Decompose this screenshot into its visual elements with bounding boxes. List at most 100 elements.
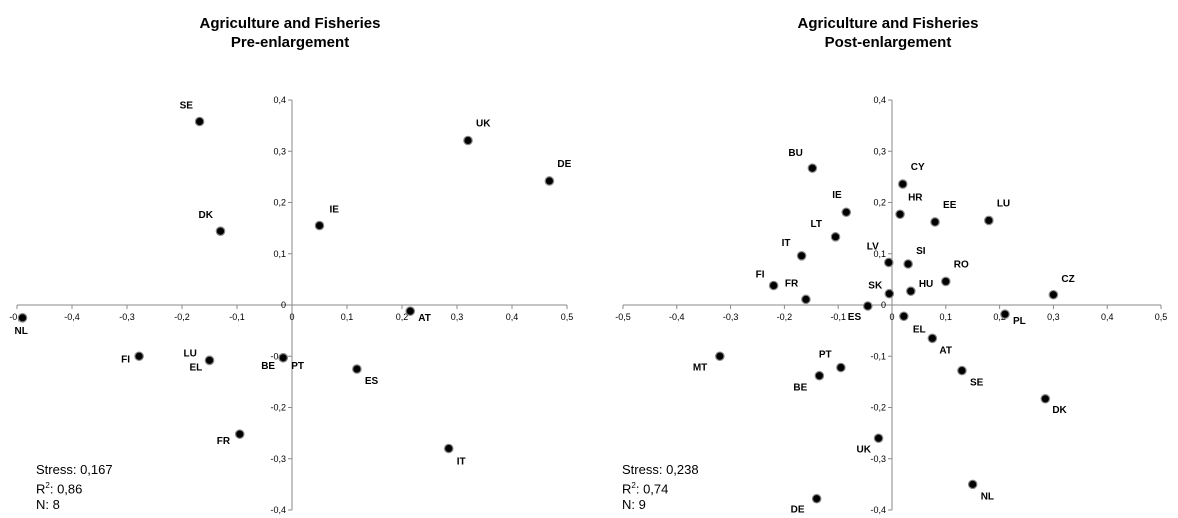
y-tick-label: 0,3 bbox=[873, 146, 886, 156]
data-label-fr: FR bbox=[785, 278, 799, 289]
data-label-ee: EE bbox=[943, 200, 957, 211]
n-value: N: 8 bbox=[36, 497, 60, 513]
data-label-dk: DK bbox=[199, 210, 214, 221]
data-label-se: SE bbox=[970, 378, 984, 389]
x-tick-label: 0,2 bbox=[993, 312, 1006, 322]
data-point-fr bbox=[234, 429, 245, 439]
data-label-at: AT bbox=[939, 345, 952, 356]
r-squared-line: R2: 0,86 bbox=[36, 478, 113, 497]
data-label-pt: PT bbox=[819, 350, 832, 361]
r-squared-superscript: 2 bbox=[631, 481, 636, 490]
data-point-es bbox=[862, 301, 873, 311]
data-label-it: IT bbox=[782, 238, 791, 249]
r-squared-label: R bbox=[622, 481, 632, 497]
chart-title: Agriculture and Fisheries Pre-enlargemen… bbox=[0, 14, 580, 52]
data-point-at bbox=[927, 333, 938, 344]
data-label-es: ES bbox=[848, 312, 862, 323]
data-point-be bbox=[814, 370, 825, 381]
x-tick-label: 0 bbox=[889, 312, 894, 322]
data-point-fi bbox=[768, 280, 779, 291]
data-point-pt bbox=[278, 352, 288, 363]
data-point-ie bbox=[841, 207, 852, 218]
y-tick-label: -0,4 bbox=[270, 505, 286, 515]
fit-statistics: Stress: 0,238 R2: 0,74 N: 9 bbox=[622, 462, 699, 513]
data-label-fi: FI bbox=[756, 270, 765, 281]
data-label-nl: NL bbox=[15, 326, 28, 337]
data-label-fr: FR bbox=[217, 436, 231, 447]
data-point-de bbox=[811, 493, 822, 504]
data-label-be: BE bbox=[261, 361, 275, 372]
x-tick-label: -0,5 bbox=[615, 312, 631, 322]
data-point-cz bbox=[1048, 289, 1059, 300]
data-label-si: SI bbox=[916, 246, 926, 257]
data-label-cz: CZ bbox=[1061, 274, 1074, 285]
stress-value: Stress: 0,238 bbox=[622, 462, 699, 477]
data-point-es bbox=[352, 364, 362, 374]
y-tick-label: -0,2 bbox=[270, 403, 286, 413]
x-tick-label: -0,1 bbox=[830, 312, 846, 322]
data-label-ie: IE bbox=[330, 205, 340, 216]
data-point-uk bbox=[873, 433, 884, 444]
data-point-fr bbox=[801, 294, 811, 305]
x-tick-label: 0,3 bbox=[451, 312, 464, 322]
data-label-pt: PT bbox=[291, 361, 304, 372]
data-point-uk bbox=[463, 135, 473, 146]
data-label-lu: LU bbox=[184, 348, 197, 359]
r-squared-line: R2: 0,74 bbox=[622, 478, 699, 497]
data-label-el: EL bbox=[913, 324, 926, 335]
scatter-plot-post-enlargement: -0,5 -0,4 -0,3 -0,2 -0,1 0 0,1 0,2 0,3 0,4 0,5 -0,4… bbox=[615, 95, 1167, 516]
data-point-ro bbox=[940, 276, 951, 287]
data-label-hu: HU bbox=[919, 279, 933, 290]
data-point-ee bbox=[930, 217, 940, 227]
y-tick-label: 0 bbox=[281, 300, 286, 310]
chart-panel-pre-enlargement: Agriculture and Fisheries Pre-enlargemen… bbox=[0, 0, 580, 518]
x-tick-label: -0,4 bbox=[669, 312, 685, 322]
y-tick-label: 0,4 bbox=[873, 95, 886, 105]
data-point-lu bbox=[984, 215, 994, 226]
y-tick-label: -0,1 bbox=[870, 351, 886, 361]
data-label-it: IT bbox=[457, 457, 466, 468]
data-point-si bbox=[903, 259, 913, 269]
chart-title: Agriculture and Fisheries Post-enlargeme… bbox=[598, 14, 1178, 52]
data-label-el: EL bbox=[190, 362, 203, 373]
n-value: N: 9 bbox=[622, 497, 646, 513]
x-tick-label: 0,4 bbox=[1101, 312, 1114, 322]
y-tick-label: -0,4 bbox=[870, 505, 886, 515]
fit-statistics: Stress: 0,167 R2: 0,86 N: 8 bbox=[36, 462, 113, 513]
x-tick-label: -0,2 bbox=[174, 312, 190, 322]
data-label-de: DE bbox=[791, 505, 805, 516]
x-tick-label: -0,3 bbox=[119, 312, 135, 322]
y-tick-label: 0,1 bbox=[873, 249, 886, 259]
data-label-be: BE bbox=[793, 383, 807, 394]
data-point-hu bbox=[906, 286, 916, 296]
x-tick-label: 0 bbox=[289, 312, 294, 322]
data-point-lv bbox=[883, 257, 894, 268]
y-tick-label: -0,1 bbox=[270, 351, 286, 361]
data-point-el bbox=[899, 311, 909, 322]
data-label-sk: SK bbox=[868, 281, 883, 292]
data-label-fi: FI bbox=[121, 354, 130, 365]
data-point-ie bbox=[314, 220, 325, 231]
stress-value: Stress: 0,167 bbox=[36, 462, 113, 477]
data-label-nl: NL bbox=[981, 491, 994, 502]
x-tick-label: -0,1 bbox=[229, 312, 245, 322]
data-point-fi bbox=[134, 351, 144, 362]
y-tick-label: 0,1 bbox=[273, 249, 286, 259]
data-label-lt: LT bbox=[811, 219, 822, 230]
y-tick-label: 0,2 bbox=[273, 198, 286, 208]
data-point-it bbox=[443, 443, 454, 454]
data-point-dk bbox=[215, 226, 226, 236]
chart-subtitle: Post-enlargement bbox=[824, 34, 952, 51]
r-squared-label: R bbox=[36, 481, 46, 497]
y-tick-label: 0,4 bbox=[273, 95, 286, 105]
data-point-mt bbox=[715, 351, 725, 362]
data-label-hr: HR bbox=[908, 192, 923, 203]
data-point-nl bbox=[17, 313, 28, 323]
x-tick-label: 0,2 bbox=[396, 312, 409, 322]
x-tick-label: -0,3 bbox=[723, 312, 739, 322]
x-tick-label: 0,3 bbox=[1047, 312, 1060, 322]
chart-panel-post-enlargement: Agriculture and Fisheries Post-enlargeme… bbox=[598, 0, 1178, 518]
data-point-hr bbox=[895, 209, 905, 220]
data-label-se: SE bbox=[180, 101, 194, 112]
y-tick-label: -0,3 bbox=[270, 454, 286, 464]
